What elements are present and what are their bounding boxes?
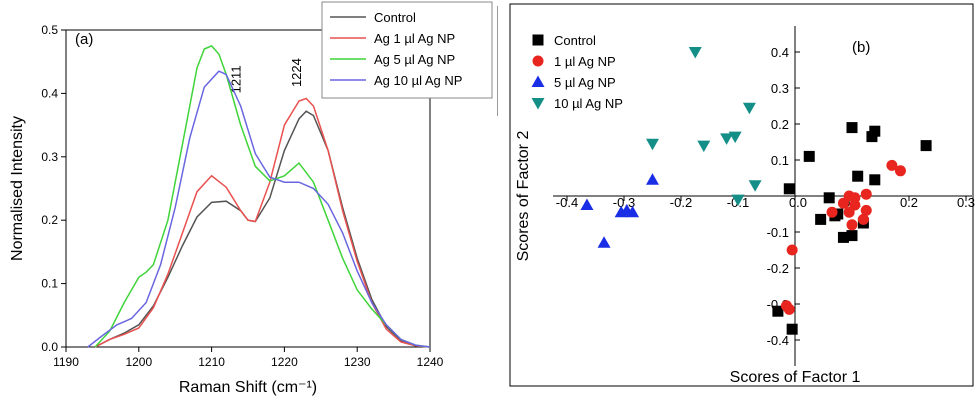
y-tick-label: 0.0 bbox=[41, 340, 58, 354]
point-control bbox=[920, 140, 932, 152]
point-control bbox=[866, 131, 878, 143]
x-tick-label: 0.0 bbox=[789, 195, 807, 210]
y-tick-label: -0.2 bbox=[767, 261, 789, 276]
legend-label-5-l-ag-np: 5 µl Ag NP bbox=[554, 75, 616, 90]
legend-marker-10-l-ag-np bbox=[531, 98, 545, 110]
point-10-l-ag-np bbox=[688, 47, 702, 59]
point-1-l-ag-np bbox=[857, 213, 869, 225]
panel-a-line-chart: 1190 1200 1210 1220 1230 1240 0.0 0.1 0.2 0.3 0.4 0… bbox=[9, 1, 493, 396]
y-tick-label: 0.4 bbox=[771, 45, 789, 60]
x-tick-label: 1210 bbox=[198, 355, 225, 369]
point-1-l-ag-np bbox=[846, 219, 858, 231]
y-tick-label: 0.4 bbox=[41, 86, 58, 100]
point-1-l-ag-np bbox=[860, 204, 872, 216]
point-5-l-ag-np bbox=[626, 205, 640, 218]
legend-label-1-l-ag-np: 1 µl Ag NP bbox=[554, 54, 616, 69]
legend-label-control: Control bbox=[374, 10, 416, 25]
legend-label-ag-10-l-ag-np: Ag 10 µl Ag NP bbox=[374, 73, 462, 88]
point-control bbox=[803, 150, 815, 162]
point-5-l-ag-np bbox=[646, 173, 659, 185]
x-tick-label: 0.3 bbox=[957, 195, 975, 210]
legend-marker-5-l-ag-np bbox=[531, 75, 545, 87]
x-tick-label: -0.2 bbox=[670, 195, 692, 210]
point-control bbox=[783, 183, 795, 195]
y-tick-label: -0.4 bbox=[767, 333, 789, 348]
series-line-control bbox=[94, 110, 431, 348]
panel-separator bbox=[497, 6, 498, 116]
point-control bbox=[846, 122, 858, 134]
peak-annotation-1224: 1224 bbox=[289, 58, 304, 87]
y-axis-label: Scores of Factor 2 bbox=[515, 131, 532, 262]
x-tick-label: 1240 bbox=[417, 355, 444, 369]
y-axis-label: Normalised Intensity bbox=[9, 116, 26, 261]
point-10-l-ag-np bbox=[748, 180, 762, 192]
y-tick-label: 0.3 bbox=[771, 81, 789, 96]
legend-marker-control bbox=[532, 34, 544, 46]
point-5-l-ag-np bbox=[580, 198, 594, 210]
point-1-l-ag-np bbox=[843, 206, 855, 218]
x-tick-label: -0.4 bbox=[556, 195, 578, 210]
point-10-l-ag-np bbox=[697, 140, 711, 153]
x-tick-label: 1200 bbox=[125, 355, 152, 369]
legend-label-ag-5-l-ag-np: Ag 5 µl Ag NP bbox=[374, 52, 455, 67]
point-control bbox=[846, 230, 858, 242]
legend-label-control: Control bbox=[554, 33, 596, 48]
point-control bbox=[772, 305, 784, 317]
series-line-ag-10-l-ag-np bbox=[87, 70, 431, 348]
point-10-l-ag-np bbox=[720, 133, 734, 145]
point-10-l-ag-np bbox=[646, 138, 659, 151]
x-tick-label: 1230 bbox=[344, 355, 371, 369]
y-tick-label: 0.1 bbox=[771, 153, 789, 168]
point-10-l-ag-np bbox=[742, 102, 756, 115]
legend-label-ag-1-l-ag-np: Ag 1 µl Ag NP bbox=[374, 31, 455, 46]
y-tick-label: 0.3 bbox=[41, 150, 58, 164]
panel-b-scatter-chart: -0.4-0.3-0.2-0.10.00.10.20.30.40.30.20.1… bbox=[509, 3, 975, 387]
panel-label-b: (b) bbox=[852, 39, 870, 56]
point-1-l-ag-np bbox=[837, 197, 849, 209]
y-tick-label: 0.1 bbox=[41, 277, 58, 291]
point-control bbox=[786, 323, 798, 335]
point-5-l-ag-np bbox=[597, 236, 611, 248]
x-tick-label: 1220 bbox=[271, 355, 298, 369]
point-1-l-ag-np bbox=[886, 159, 898, 171]
point-control bbox=[815, 213, 827, 225]
point-1-l-ag-np bbox=[783, 303, 795, 315]
y-tick-label: 0.5 bbox=[41, 23, 58, 37]
y-tick-label: 0.2 bbox=[41, 213, 58, 227]
point-control bbox=[823, 192, 835, 204]
point-5-l-ag-np bbox=[614, 205, 628, 218]
point-1-l-ag-np bbox=[894, 165, 906, 177]
point-1-l-ag-np bbox=[786, 244, 798, 256]
point-control bbox=[837, 231, 849, 243]
y-tick-label: -0.1 bbox=[767, 225, 789, 240]
x-tick-label: 0.2 bbox=[900, 195, 918, 210]
x-tick-label: -0.3 bbox=[613, 195, 635, 210]
point-10-l-ag-np bbox=[731, 194, 745, 207]
point-1-l-ag-np bbox=[860, 188, 872, 200]
point-1-l-ag-np bbox=[826, 206, 838, 218]
x-axis-label: Raman Shift (cm⁻¹) bbox=[179, 379, 317, 396]
plot-frame bbox=[65, 29, 431, 348]
panel-label-a: (a) bbox=[75, 31, 93, 48]
y-tick-label: 0.2 bbox=[771, 117, 789, 132]
x-tick-label: 1190 bbox=[53, 355, 79, 369]
x-axis-label: Scores of Factor 1 bbox=[730, 369, 861, 386]
legend-box bbox=[321, 1, 493, 99]
legend-marker-1-l-ag-np bbox=[532, 55, 544, 67]
legend-label-10-l-ag-np: 10 µl Ag NP bbox=[554, 96, 623, 111]
point-control bbox=[869, 174, 881, 186]
point-control bbox=[852, 170, 864, 182]
series-line-ag-1-l-ag-np bbox=[94, 97, 431, 348]
panel-b-frame bbox=[509, 3, 974, 387]
series-line-ag-5-l-ag-np bbox=[94, 44, 431, 348]
